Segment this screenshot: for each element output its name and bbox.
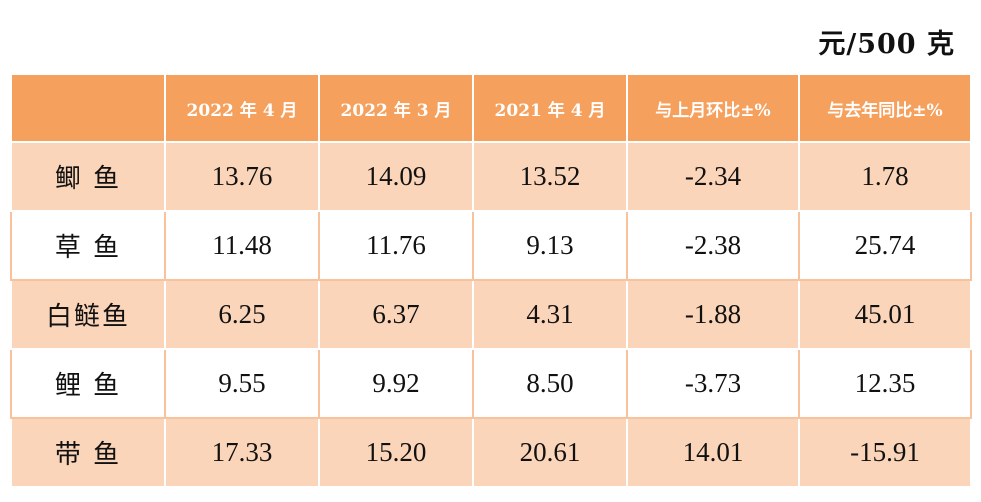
value-cell: 6.37 xyxy=(318,279,474,350)
value-cell: -2.34 xyxy=(626,141,800,212)
value-cell: 14.09 xyxy=(318,141,474,212)
table-row: 鲫 鱼 13.76 14.09 13.52 -2.34 1.78 xyxy=(10,141,972,212)
row-name-cell: 草 鱼 xyxy=(10,210,166,281)
row-name-cell: 白鲢鱼 xyxy=(10,279,166,350)
header-cell-2022-apr: 2022 年 4 月 xyxy=(164,73,320,143)
value-cell: 25.74 xyxy=(798,210,972,281)
fish-price-table: 2022 年 4 月 2022 年 3 月 2021 年 4 月 与上月环比±%… xyxy=(10,73,972,488)
value-cell: 17.33 xyxy=(164,417,320,488)
value-cell: 4.31 xyxy=(472,279,628,350)
value-cell: -2.38 xyxy=(626,210,800,281)
value-cell: -3.73 xyxy=(626,348,800,419)
row-name-cell: 鲤 鱼 xyxy=(10,348,166,419)
header-cell-2021-apr: 2021 年 4 月 xyxy=(472,73,628,143)
value-cell: 9.55 xyxy=(164,348,320,419)
value-cell: 12.35 xyxy=(798,348,972,419)
value-cell: 9.13 xyxy=(472,210,628,281)
value-cell: 13.76 xyxy=(164,141,320,212)
table-row: 鲤 鱼 9.55 9.92 8.50 -3.73 12.35 xyxy=(10,348,972,419)
unit-label: 元/500 克 xyxy=(818,29,955,60)
value-cell: 11.76 xyxy=(318,210,474,281)
value-cell: 8.50 xyxy=(472,348,628,419)
header-cell-yoy: 与去年同比±% xyxy=(798,73,972,143)
row-name-cell: 鲫 鱼 xyxy=(10,141,166,212)
value-cell: 14.01 xyxy=(626,417,800,488)
value-cell: 9.92 xyxy=(318,348,474,419)
value-cell: 13.52 xyxy=(472,141,628,212)
table-header-row: 2022 年 4 月 2022 年 3 月 2021 年 4 月 与上月环比±%… xyxy=(10,73,972,143)
header-cell-corner xyxy=(10,73,166,143)
row-name-cell: 带 鱼 xyxy=(10,417,166,488)
value-cell: 11.48 xyxy=(164,210,320,281)
value-cell: -1.88 xyxy=(626,279,800,350)
header-cell-mom: 与上月环比±% xyxy=(626,73,800,143)
table-row: 带 鱼 17.33 15.20 20.61 14.01 -15.91 xyxy=(10,417,972,488)
header-cell-2022-mar: 2022 年 3 月 xyxy=(318,73,474,143)
table-row: 白鲢鱼 6.25 6.37 4.31 -1.88 45.01 xyxy=(10,279,972,350)
table-row: 草 鱼 11.48 11.76 9.13 -2.38 25.74 xyxy=(10,210,972,281)
value-cell: 20.61 xyxy=(472,417,628,488)
value-cell: 15.20 xyxy=(318,417,474,488)
value-cell: 6.25 xyxy=(164,279,320,350)
value-cell: 45.01 xyxy=(798,279,972,350)
value-cell: -15.91 xyxy=(798,417,972,488)
value-cell: 1.78 xyxy=(798,141,972,212)
